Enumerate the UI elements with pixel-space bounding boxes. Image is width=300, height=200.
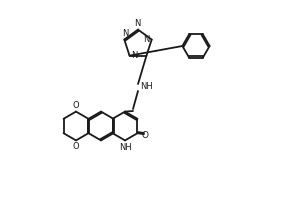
Text: N: N	[143, 35, 150, 44]
Text: O: O	[73, 101, 79, 110]
Text: NH: NH	[118, 143, 131, 152]
Text: N: N	[131, 51, 138, 60]
Text: O: O	[142, 131, 148, 140]
Text: NH: NH	[140, 82, 153, 91]
Text: N: N	[134, 19, 140, 28]
Text: O: O	[73, 142, 79, 151]
Text: N: N	[122, 29, 128, 38]
